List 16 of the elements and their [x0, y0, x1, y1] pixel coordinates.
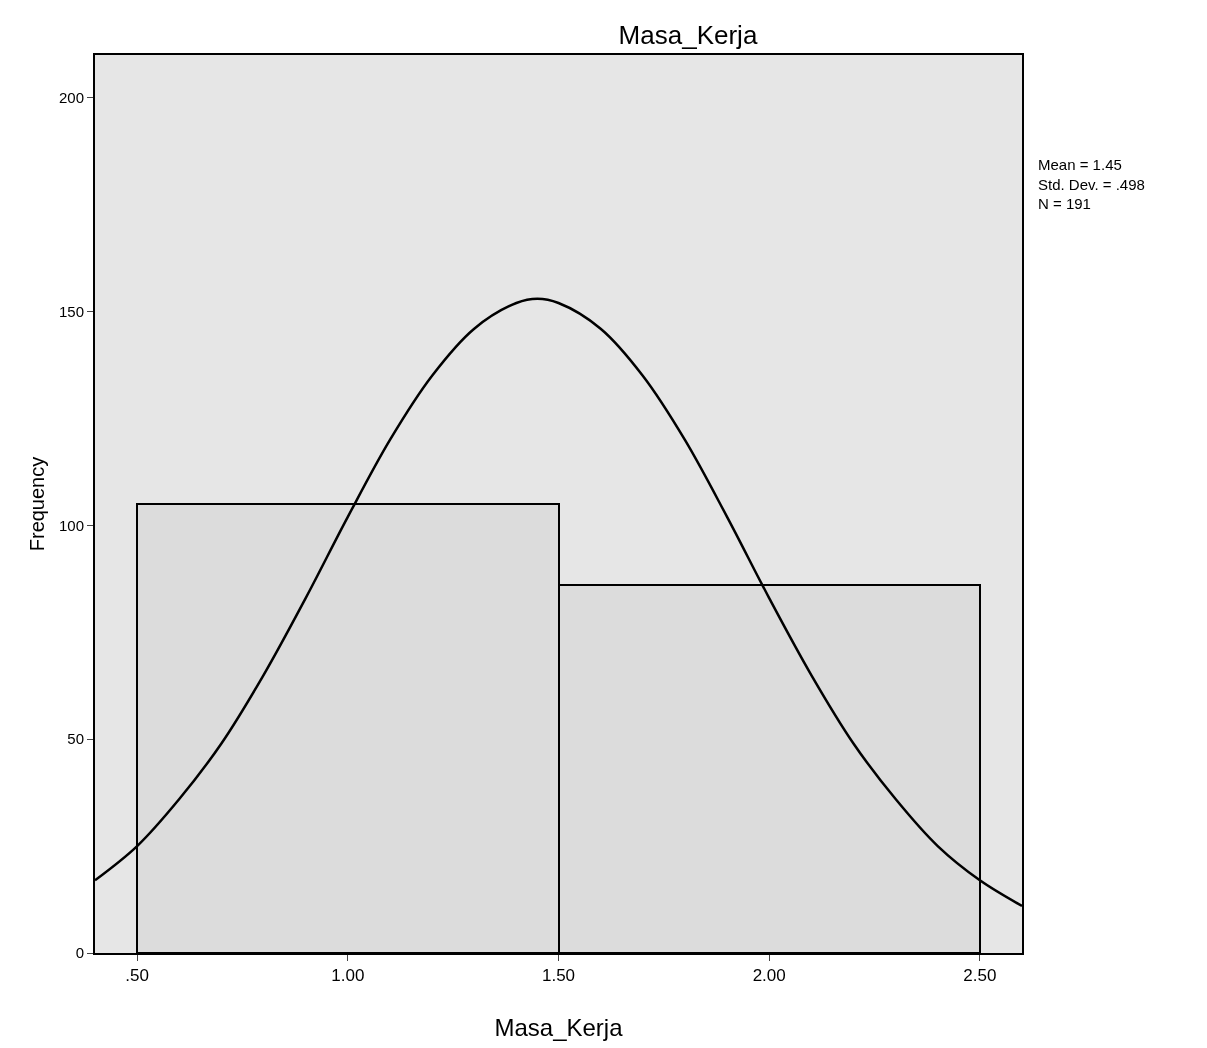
text: Std. Dev. = .498	[1038, 176, 1145, 193]
text: Mean = 1.45	[1038, 156, 1122, 173]
text: N = 191	[1038, 195, 1091, 212]
y-tick-label: 100	[58, 516, 84, 534]
chart-title: Masa_Kerja	[618, 20, 758, 51]
y-tick-label: 50	[67, 730, 84, 748]
x-axis-title: Masa_Kerja	[494, 1014, 624, 1041]
x-tick-label: 2.50	[963, 966, 997, 986]
x-tick-label: .50	[125, 966, 149, 986]
x-tick-label: 1.00	[331, 966, 365, 986]
x-tick-label: 1.50	[541, 966, 576, 986]
x-tick-label: 2.00	[752, 966, 786, 986]
y-tick-label: 150	[58, 302, 84, 320]
y-axis-title: Frequency	[26, 456, 48, 552]
y-tick-label: 200	[58, 89, 84, 107]
y-tick-label: 0	[75, 944, 84, 962]
